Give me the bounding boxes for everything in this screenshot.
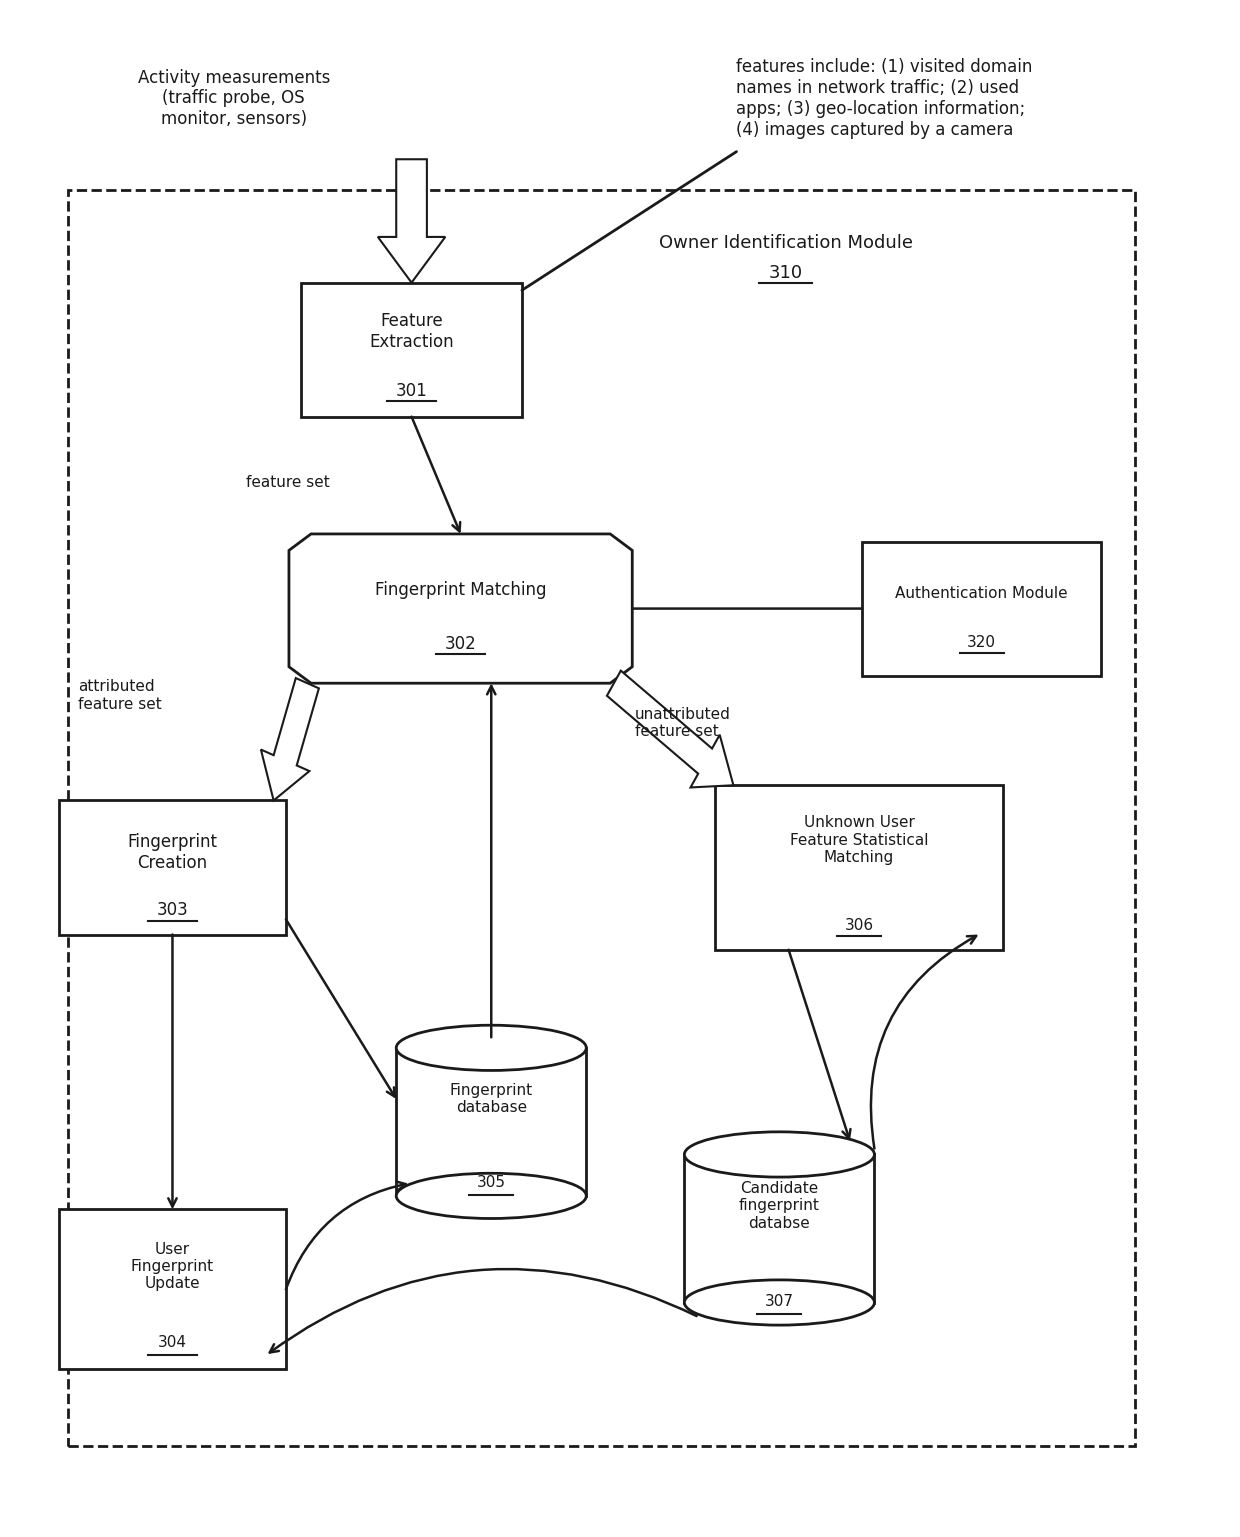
Bar xyxy=(862,541,1101,676)
Ellipse shape xyxy=(397,1025,587,1070)
Text: 306: 306 xyxy=(844,918,874,933)
Text: attributed
feature set: attributed feature set xyxy=(78,679,161,712)
Polygon shape xyxy=(260,678,319,801)
Text: User
Fingerprint
Update: User Fingerprint Update xyxy=(131,1242,215,1291)
Text: 303: 303 xyxy=(156,901,188,919)
Text: 320: 320 xyxy=(967,635,996,650)
Ellipse shape xyxy=(684,1131,874,1177)
Bar xyxy=(715,785,1003,950)
Bar xyxy=(397,1048,587,1196)
Text: Fingerprint
database: Fingerprint database xyxy=(450,1082,533,1116)
Text: 304: 304 xyxy=(157,1336,187,1349)
Text: Feature
Extraction: Feature Extraction xyxy=(370,312,454,350)
Text: 302: 302 xyxy=(445,635,476,653)
Text: 310: 310 xyxy=(769,264,802,283)
Bar xyxy=(301,283,522,417)
Polygon shape xyxy=(289,533,632,684)
Text: Authentication Module: Authentication Module xyxy=(895,586,1068,601)
Bar xyxy=(684,1154,874,1302)
Text: unattributed
feature set: unattributed feature set xyxy=(635,707,730,739)
Bar xyxy=(60,1210,286,1369)
Text: 305: 305 xyxy=(476,1176,506,1190)
Text: Activity measurements
(traffic probe, OS
monitor, sensors): Activity measurements (traffic probe, OS… xyxy=(138,69,330,128)
Text: Fingerprint
Creation: Fingerprint Creation xyxy=(128,833,217,871)
Text: 301: 301 xyxy=(396,381,428,400)
Ellipse shape xyxy=(684,1280,874,1325)
Text: Unknown User
Feature Statistical
Matching: Unknown User Feature Statistical Matchin… xyxy=(790,815,929,865)
Text: features include: (1) visited domain
names in network traffic; (2) used
apps; (3: features include: (1) visited domain nam… xyxy=(737,58,1033,138)
Text: Candidate
fingerprint
databse: Candidate fingerprint databse xyxy=(739,1180,820,1231)
Text: 307: 307 xyxy=(765,1294,794,1310)
Bar xyxy=(60,801,286,934)
Polygon shape xyxy=(606,670,733,787)
Text: Owner Identification Module: Owner Identification Module xyxy=(658,234,913,252)
Ellipse shape xyxy=(397,1173,587,1219)
Polygon shape xyxy=(378,160,445,283)
Bar xyxy=(68,189,1135,1446)
Text: Fingerprint Matching: Fingerprint Matching xyxy=(374,581,547,599)
Text: feature set: feature set xyxy=(246,475,330,490)
